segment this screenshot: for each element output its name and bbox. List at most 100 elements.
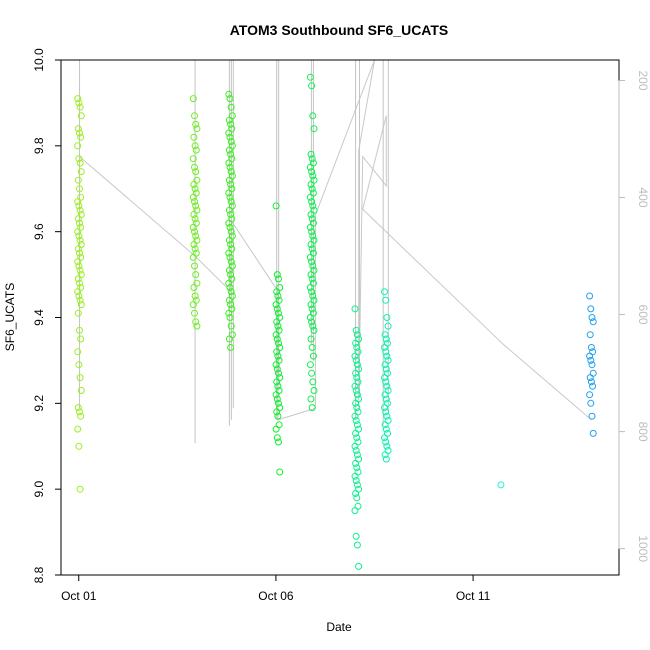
data-point	[352, 532, 360, 540]
data-point	[272, 331, 280, 339]
data-point	[353, 331, 361, 339]
data-point	[272, 361, 280, 369]
data-point	[190, 284, 198, 291]
data-point	[587, 399, 595, 407]
data-point	[354, 502, 362, 510]
pressure-track-layer	[79, 59, 592, 421]
data-point	[191, 198, 198, 206]
y-axis-label: SF6_UCATS	[3, 283, 17, 351]
data-point	[308, 228, 316, 236]
data-point	[351, 382, 359, 390]
data-point	[227, 198, 235, 206]
data-point	[191, 228, 198, 236]
data-point	[225, 309, 233, 317]
data-point	[308, 258, 316, 266]
data-point	[307, 395, 315, 403]
data-point	[272, 425, 280, 433]
y-tick-label: 9.4	[32, 309, 46, 326]
data-point	[353, 374, 361, 382]
data-point	[193, 125, 201, 133]
data-point	[382, 395, 390, 403]
data-point	[192, 189, 200, 197]
data-point	[308, 318, 316, 326]
data-point	[77, 387, 85, 394]
data-point	[589, 429, 597, 437]
data-point	[384, 322, 392, 330]
data-point	[190, 241, 198, 248]
y-tick-label: 9.6	[32, 223, 46, 240]
data-point	[192, 120, 200, 128]
data-point	[353, 404, 361, 412]
data-point	[227, 288, 235, 296]
data-point	[191, 142, 199, 150]
data-point	[227, 344, 235, 351]
data-point	[189, 95, 197, 103]
data-point	[273, 288, 281, 296]
data-point	[227, 138, 235, 145]
data-point	[382, 378, 390, 386]
data-point	[309, 378, 317, 386]
data-point	[227, 301, 235, 309]
data-point	[307, 181, 315, 188]
data-point	[309, 292, 317, 300]
data-point	[276, 284, 284, 291]
data-point	[352, 369, 360, 377]
y-tick-label: 8.8	[32, 566, 46, 583]
data-point	[225, 146, 233, 154]
data-point	[189, 253, 197, 261]
data-point	[382, 425, 390, 433]
data-point	[76, 159, 84, 167]
data-point	[589, 382, 597, 390]
data-point	[74, 198, 82, 206]
data-point	[191, 112, 198, 120]
data-point	[75, 232, 83, 240]
data-point	[353, 421, 361, 429]
data-point	[76, 374, 84, 382]
data-point	[189, 301, 197, 309]
data-point	[587, 344, 595, 351]
data-point	[225, 129, 233, 137]
data-point	[352, 477, 360, 485]
data-point	[355, 562, 363, 570]
data-point	[586, 352, 594, 360]
data-point	[353, 451, 361, 459]
data-point	[309, 112, 317, 120]
data-point	[191, 245, 199, 253]
right-axis-tick-label: 600	[636, 305, 650, 325]
data-point	[308, 168, 316, 176]
data-point	[353, 541, 361, 549]
data-point	[275, 339, 282, 347]
data-point	[225, 335, 233, 343]
data-point	[192, 232, 200, 240]
data-point	[193, 322, 201, 330]
data-point	[306, 163, 314, 171]
data-point	[227, 150, 235, 158]
data-point	[189, 193, 197, 201]
data-point	[306, 284, 314, 291]
data-point	[382, 438, 390, 446]
data-point	[273, 434, 281, 442]
data-point	[381, 391, 389, 399]
data-point	[273, 365, 281, 373]
data-point	[76, 219, 83, 227]
data-point	[275, 309, 282, 317]
data-point	[497, 481, 505, 489]
data-point	[228, 331, 236, 339]
data-point	[225, 116, 233, 124]
data-point	[190, 181, 198, 188]
data-point	[273, 348, 281, 356]
data-point	[588, 412, 596, 420]
data-point	[351, 412, 359, 420]
data-point	[352, 459, 360, 467]
data-point	[191, 163, 198, 171]
data-point	[587, 305, 595, 313]
data-point	[310, 387, 318, 394]
data-point	[227, 241, 235, 248]
data-point	[191, 292, 199, 300]
data-point	[382, 408, 390, 416]
data-point	[227, 322, 235, 330]
data-point	[74, 95, 82, 103]
right-pressure-axis: 200 400 600 800 1000	[618, 70, 650, 562]
data-point	[77, 412, 85, 420]
data-point	[308, 404, 316, 412]
